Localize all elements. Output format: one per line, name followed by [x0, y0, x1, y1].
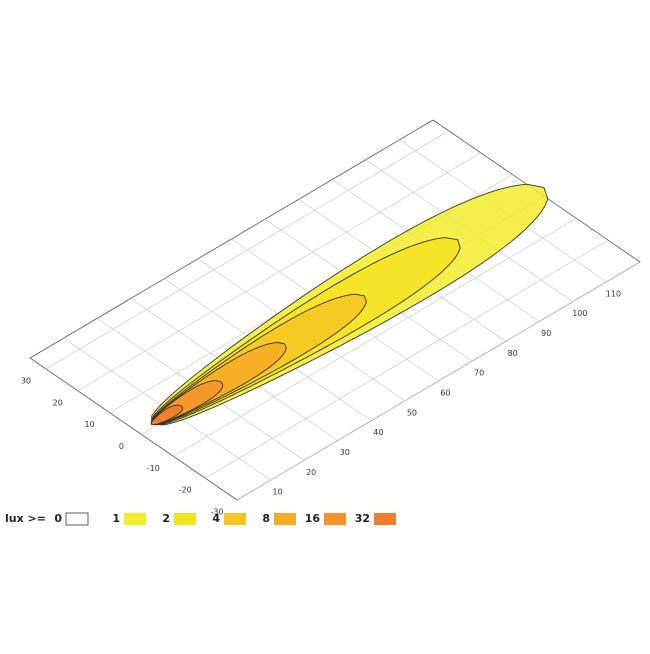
x-tick-label: 20 — [306, 468, 316, 477]
x-tick-label: 80 — [508, 349, 518, 358]
legend-swatch — [124, 513, 146, 525]
y-tick-label: 30 — [21, 376, 31, 385]
y-tick-label: 10 — [85, 420, 95, 429]
legend-label: 0 — [54, 512, 62, 525]
legend-swatch — [374, 513, 396, 525]
grid-line — [45, 130, 450, 370]
legend-label: 8 — [262, 512, 270, 525]
y-tick-label: -30 — [210, 508, 223, 517]
legend-swatch — [324, 513, 346, 525]
contour — [150, 404, 183, 426]
grid-line — [77, 152, 481, 392]
legend-swatch — [65, 512, 89, 526]
x-tick-label: 90 — [541, 329, 551, 338]
legend: lux >= 0 1 2 4 8 16 32 — [5, 512, 396, 526]
y-tick-label: -10 — [147, 464, 160, 473]
x-tick-label: 40 — [373, 428, 383, 437]
grid-line — [204, 239, 609, 479]
x-tick-label: 100 — [572, 309, 587, 318]
legend-swatch — [224, 513, 246, 525]
legend-label: 16 — [305, 512, 321, 525]
x-tick-label: 70 — [474, 369, 484, 378]
legend-label: 4 — [212, 512, 220, 525]
x-tick-label: 50 — [407, 408, 417, 417]
plot-plane: 10 20 30 40 50 60 70 80 90 100 110 -30 -20 -10 0 10 20 30 — [21, 119, 641, 517]
grid-line — [173, 218, 577, 457]
legend-swatch — [174, 513, 196, 525]
x-tick-label: 10 — [272, 488, 282, 497]
grid-line — [236, 261, 641, 501]
legend-label: 2 — [162, 512, 170, 525]
x-tick-label: 30 — [340, 448, 350, 457]
y-tick-label: 20 — [53, 398, 63, 407]
legend-title: lux >= — [5, 512, 46, 525]
y-tick-label: -20 — [179, 486, 192, 495]
y-tick-label: 0 — [119, 442, 124, 451]
legend-swatch — [274, 513, 296, 525]
legend-label: 1 — [112, 512, 120, 525]
x-tick-label: 60 — [440, 389, 450, 398]
legend-label: 32 — [355, 512, 370, 525]
x-tick-label: 110 — [606, 289, 621, 298]
